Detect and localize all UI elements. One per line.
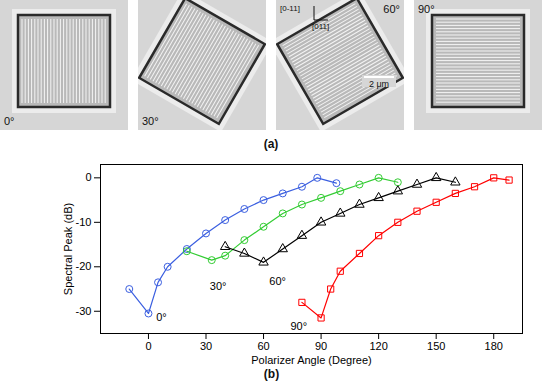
svg-text:-20: -20 [76, 260, 92, 272]
svg-text:Spectral Peak (dB): Spectral Peak (dB) [62, 203, 74, 295]
svg-text:0°: 0° [4, 115, 15, 127]
svg-text:Polarizer Angle (Degree): Polarizer Angle (Degree) [251, 354, 371, 366]
svg-text:30: 30 [200, 340, 212, 352]
svg-text:120: 120 [369, 340, 387, 352]
svg-text:(b): (b) [264, 367, 279, 381]
svg-text:150: 150 [427, 340, 445, 352]
svg-text:0: 0 [85, 171, 91, 183]
svg-text:60: 60 [257, 340, 269, 352]
svg-text:90°: 90° [290, 320, 307, 332]
svg-text:60°: 60° [383, 3, 400, 15]
svg-text:[011]: [011] [312, 22, 329, 31]
svg-text:2 μm: 2 μm [369, 79, 389, 89]
svg-text:90°: 90° [418, 3, 435, 15]
svg-text:0: 0 [145, 340, 151, 352]
svg-text:90: 90 [315, 340, 327, 352]
svg-text:-10: -10 [76, 216, 92, 228]
svg-text:180: 180 [485, 340, 503, 352]
svg-text:[0-11]: [0-11] [280, 4, 300, 13]
svg-text:60°: 60° [269, 275, 286, 287]
svg-text:(a): (a) [264, 137, 279, 151]
svg-text:-30: -30 [76, 305, 92, 317]
svg-text:30°: 30° [142, 115, 159, 127]
svg-text:30°: 30° [210, 280, 227, 292]
svg-text:0°: 0° [156, 311, 167, 323]
